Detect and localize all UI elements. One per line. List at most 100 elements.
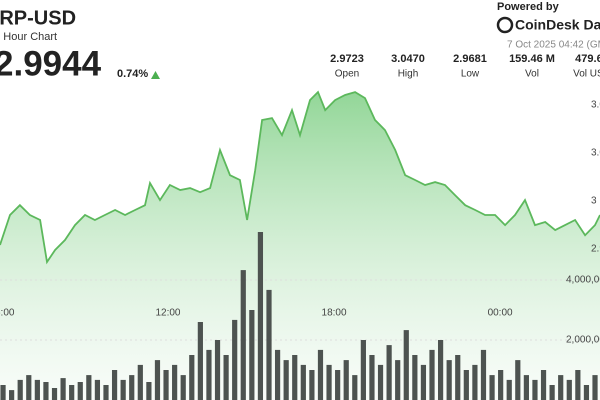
volume-bar [446, 360, 452, 400]
volume-bar [412, 355, 418, 400]
volume-bar [9, 390, 15, 400]
stat-label: Vol [525, 69, 539, 80]
volume-bar [335, 370, 341, 400]
stat-value: 2.9723 [330, 53, 364, 65]
volume-bar [583, 385, 590, 400]
y-tick-label: 4,000,000 [566, 275, 600, 286]
volume-bar [317, 349, 324, 400]
price-area [0, 92, 600, 400]
volume-bar [103, 385, 109, 400]
volume-bar [69, 385, 75, 400]
stat-label: Open [335, 69, 359, 80]
volume-bar [257, 232, 264, 400]
volume-bar [206, 349, 212, 400]
volume-bar [43, 382, 49, 400]
volume-bar [395, 360, 401, 400]
y-tick-label: 3.04 [591, 100, 600, 111]
volume-bar [172, 364, 178, 400]
volume-bar [403, 330, 409, 400]
stat-label: Vol USD [573, 69, 600, 80]
x-tick-label: 18:00 [322, 308, 347, 319]
volume-bar [352, 375, 358, 400]
volume-bar [17, 379, 23, 400]
stat-value: 2.9681 [453, 53, 487, 65]
volume-bar [214, 340, 221, 400]
volume-bar [283, 360, 289, 400]
volume-bar [360, 340, 366, 400]
y-tick-label: 3.02 [591, 148, 600, 159]
stat-label: Low [461, 69, 480, 80]
up-arrow [151, 71, 160, 79]
volume-bar [180, 375, 186, 400]
volume-bar [94, 379, 101, 400]
price-line [0, 90, 600, 265]
stat-value: 479.61 [575, 53, 600, 65]
y-tick-label: 2.98 [591, 244, 600, 255]
volume-bar [455, 355, 461, 400]
volume-bar [386, 345, 392, 400]
volume-bar [326, 364, 332, 400]
timestamp: 7 Oct 2025 04:42 (GMT) [507, 40, 600, 51]
volume-bar [240, 270, 246, 400]
volume-bar [343, 360, 349, 400]
volume-bar [437, 340, 444, 400]
stat-value: 159.46 M [509, 53, 555, 65]
brand-icon [496, 16, 514, 34]
volume-bar [60, 378, 66, 400]
powered-by: Powered by [497, 1, 560, 13]
volume-bar [472, 364, 478, 400]
volume-bar [463, 370, 469, 400]
volume-bar [77, 382, 83, 400]
volume-bar [86, 375, 92, 400]
volume-bar [111, 370, 118, 400]
volume-bar [163, 370, 169, 400]
volume-bar [34, 379, 40, 400]
volume-bar [120, 379, 126, 400]
volume-bar [377, 364, 384, 400]
stats: 2.9723 Open 3.0470 High 2.9681 Low 159.46 M Vol… [330, 53, 600, 80]
volume-bar [51, 388, 58, 400]
volume-bar [0, 385, 6, 400]
volume-bar [266, 289, 272, 400]
volume-bar [292, 355, 298, 400]
volume-bar [189, 355, 195, 400]
volume-bar [309, 370, 315, 400]
volume-bar [154, 360, 161, 400]
volume-bar [223, 355, 229, 400]
volume-bar [26, 375, 32, 400]
volume-bar [558, 375, 564, 400]
symbol: XRP-USD [0, 7, 76, 29]
volume-bar [540, 370, 547, 400]
volume-bar [575, 370, 581, 400]
volume-bar [137, 364, 143, 400]
volume-bar [197, 322, 203, 400]
stat-value: 3.0470 [391, 53, 425, 65]
volume-bar [489, 375, 495, 400]
x-tick-label: 00:00 [488, 308, 513, 319]
volume-bar [129, 375, 135, 400]
volume-bar [429, 349, 435, 400]
volume-bar [274, 349, 281, 400]
stat-label: High [398, 69, 419, 80]
volume-bar [232, 319, 238, 400]
brand: CoinDesk Data [515, 17, 600, 33]
subtitle: 24 Hour Chart [0, 31, 57, 43]
change: 0.74% [117, 68, 148, 80]
plot-area: 2.98 3 3.02 3.04 06:00 12:00 18:00 00:00 2,000,0… [0, 90, 600, 400]
volume-bar [566, 379, 572, 400]
volume-bar [506, 379, 512, 400]
volume-bar [480, 349, 487, 400]
volume-bar [420, 364, 427, 400]
volume-bar [549, 385, 555, 400]
x-tick-label: 06:00 [0, 308, 15, 319]
volume-bar [146, 382, 152, 400]
volume-bar [498, 370, 504, 400]
volume-bar [249, 310, 255, 400]
volume-bar [515, 360, 521, 400]
y-tick-label: 3 [591, 196, 597, 207]
x-tick-label: 12:00 [155, 308, 180, 319]
volume-bar [523, 375, 529, 400]
y-tick-label: 2,000,000 [566, 335, 600, 346]
